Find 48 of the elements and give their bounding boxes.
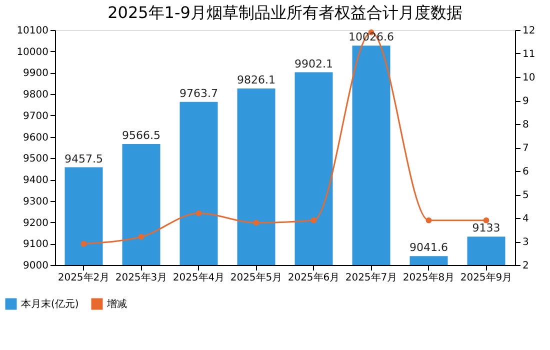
data-label: 9763.7 — [180, 86, 218, 100]
data-label: 9041.6 — [410, 241, 448, 254]
point — [483, 217, 490, 224]
y2-tick-label: 4 — [522, 214, 529, 224]
data-label: 9826.1 — [237, 74, 276, 87]
y-tick-label: 9300 — [23, 196, 48, 208]
y-tick-label: 10100 — [16, 26, 48, 36]
y-tick-label: 9500 — [23, 154, 48, 165]
y2-tick-label: 8 — [522, 120, 529, 130]
point — [196, 210, 202, 216]
legend-label: 增减 — [106, 298, 127, 310]
y2-tick-label: 3 — [522, 237, 529, 248]
y-tick-label: 9400 — [23, 175, 48, 186]
x-tick-label: 2025年4月 — [172, 272, 225, 284]
point — [80, 240, 87, 247]
x-tick-label: 2025年8月 — [402, 272, 455, 284]
y2-tick-label: 10 — [522, 72, 536, 84]
point — [253, 220, 260, 226]
x-tick-label: 2025年5月 — [230, 272, 282, 284]
y-tick-label: 9000 — [23, 260, 48, 272]
y-tick-label: 9900 — [23, 68, 48, 80]
y-tick-label: 9100 — [23, 239, 48, 250]
y2-tick-label: 9 — [522, 96, 529, 107]
x-tick-label: 2025年3月 — [115, 272, 168, 284]
y2-tick-label: 7 — [522, 143, 529, 154]
y-tick-label: 10000 — [16, 46, 48, 58]
data-label: 9902.1 — [294, 57, 333, 70]
y2-tick-label: 12 — [522, 26, 536, 36]
y2-tick-label: 5 — [522, 190, 529, 201]
y-tick-label: 9200 — [23, 218, 48, 229]
x-tick-label: 2025年6月 — [288, 272, 340, 284]
y2-tick-label: 6 — [522, 166, 529, 178]
x-tick-label: 2025年9月 — [460, 272, 512, 284]
point — [426, 217, 432, 224]
data-label: 9133 — [472, 222, 500, 235]
y-tick-label: 9600 — [23, 132, 48, 144]
point — [138, 234, 144, 240]
y-tick-label: 9700 — [23, 110, 48, 122]
data-label: 9457.5 — [64, 152, 103, 166]
x-tick-label: 2025年7月 — [345, 272, 398, 284]
x-tick-label: 2025年2月 — [58, 272, 110, 284]
legend-label: 本月末(亿元) — [21, 298, 79, 310]
data-label: 9566.5 — [122, 128, 160, 142]
point — [310, 217, 317, 224]
chart-title: 2025年1-9月烟草制品业所有者权益合计月度数据 — [108, 3, 462, 22]
y2-tick-label: 11 — [522, 49, 536, 60]
y2-tick-label: 2 — [522, 260, 529, 272]
y-tick-label: 9800 — [23, 90, 48, 101]
